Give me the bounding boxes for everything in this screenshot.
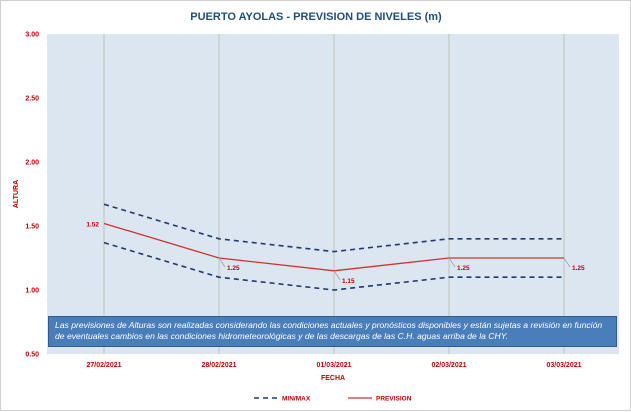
x-axis-title: FECHA <box>321 375 345 382</box>
y-tick-label: 0.50 <box>25 352 39 359</box>
x-tick-label: 01/03/2021 <box>316 362 351 369</box>
chart-title: PUERTO AYOLAS - PREVISION DE NIVELES (m) <box>190 11 442 23</box>
legend-label-max: MIN/MAX <box>282 396 311 403</box>
y-tick-label: 3.00 <box>25 32 39 39</box>
y-tick-label: 2.50 <box>25 96 39 103</box>
disclaimer-note: Las previsiones de Alturas son realizada… <box>48 316 617 347</box>
y-tick-labels: 3.00 2.50 2.00 1.50 1.00 0.50 <box>25 32 39 359</box>
legend-label-forecast: PREVISION <box>376 396 412 403</box>
data-label-leader <box>333 270 341 281</box>
data-label-leader <box>563 257 571 268</box>
data-label-leader <box>448 257 456 268</box>
y-tick-label: 1.00 <box>25 288 39 295</box>
x-tick-label: 02/03/2021 <box>431 362 466 369</box>
x-tick-labels: 27/02/2021 28/02/2021 01/03/2021 02/03/2021… <box>86 362 581 369</box>
data-label: 1.25 <box>572 265 585 272</box>
plot-area <box>47 34 619 354</box>
grid-layer <box>103 34 565 354</box>
x-tick-label: 03/03/2021 <box>546 362 581 369</box>
y-axis-title: ALTURA <box>13 180 20 208</box>
legend: MIN/MAX PREVISION <box>254 396 412 403</box>
x-tick-label: 28/02/2021 <box>201 362 236 369</box>
data-label-layer: 1.52 1.25 1.15 1.25 1.25 <box>86 221 585 284</box>
data-label: 1.25 <box>457 265 470 272</box>
y-tick-label: 1.50 <box>25 224 39 231</box>
data-label: 1.52 <box>86 221 99 228</box>
data-label: 1.15 <box>342 278 355 285</box>
x-tick-label: 27/02/2021 <box>86 362 121 369</box>
data-label-leader <box>218 257 226 268</box>
series-line-max <box>103 203 564 253</box>
y-tick-label: 2.00 <box>25 160 39 167</box>
series-line-min <box>103 241 564 291</box>
data-label: 1.25 <box>227 265 240 272</box>
